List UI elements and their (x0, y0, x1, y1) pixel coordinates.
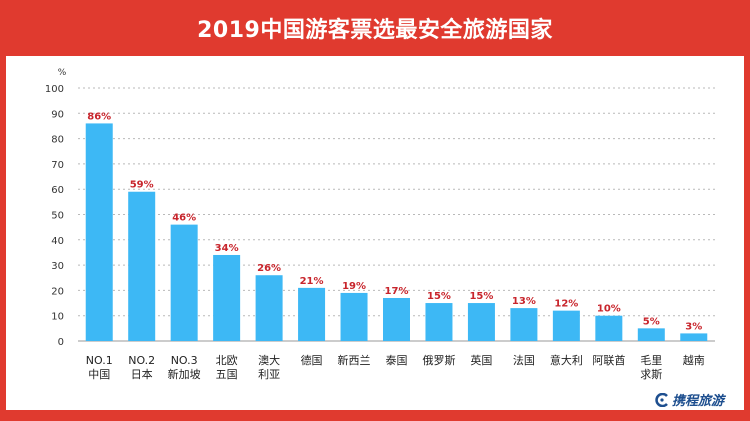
bar (680, 333, 708, 341)
bar (298, 287, 326, 341)
bar (425, 303, 453, 341)
x-tick-label: 德国 (301, 353, 323, 367)
x-tick-label: 越南 (683, 353, 705, 367)
data-label: 5% (643, 316, 660, 327)
bar (383, 297, 410, 341)
data-label: 12% (554, 299, 578, 310)
x-tick-label: NO.3 (171, 354, 198, 367)
y-tick-label: 60 (51, 185, 64, 196)
x-tick-label: 阿联酋 (592, 353, 625, 367)
x-tick-label: 新西兰 (338, 353, 371, 367)
bar (467, 303, 495, 341)
y-tick-label: 40 (51, 236, 64, 247)
data-label: 86% (87, 111, 111, 122)
x-tick-label: 北欧 (216, 354, 238, 367)
y-tick-label: 90 (51, 109, 64, 120)
x-tick-label: 求斯 (640, 368, 662, 381)
brand-logo: 携程旅游 (655, 390, 724, 409)
y-tick-label: 10 (51, 312, 64, 323)
bottom-bar (0, 410, 750, 421)
data-label: 26% (257, 263, 281, 274)
data-label: 3% (685, 321, 702, 332)
bar (85, 123, 113, 341)
data-label: 59% (130, 180, 154, 191)
x-tick-label: NO.1 (86, 354, 113, 367)
bar (552, 310, 580, 341)
bar (213, 254, 241, 341)
ctrip-logo-icon (655, 392, 668, 407)
x-tick-label: 五国 (216, 368, 238, 381)
x-tick-label: 英国 (470, 353, 492, 367)
data-label: 13% (512, 296, 536, 307)
y-tick-label: 0 (58, 337, 64, 348)
page-title: 2019中国游客票选最安全旅游国家 (197, 18, 553, 43)
data-label: 19% (342, 281, 366, 292)
y-tick-label: 20 (51, 286, 64, 297)
data-label: 46% (172, 213, 196, 224)
x-tick-label: 澳大 (258, 353, 280, 367)
y-tick-label: 100 (45, 84, 64, 95)
x-tick-label: NO.2 (128, 354, 155, 367)
y-axis-unit-label: % (58, 68, 67, 78)
x-tick-label: 法国 (513, 353, 535, 367)
data-label: 34% (215, 243, 239, 254)
x-tick-label: 意大利 (550, 353, 583, 367)
x-tick-label: 利亚 (258, 368, 280, 381)
data-label: 15% (469, 291, 493, 302)
bar (128, 191, 156, 341)
y-tick-label: 70 (51, 160, 64, 171)
x-tick-label: 泰国 (386, 353, 408, 367)
data-label: 10% (597, 304, 621, 315)
data-label: 17% (385, 286, 409, 297)
bar (340, 292, 368, 341)
x-tick-label: 中国 (88, 368, 110, 381)
brand-name: 携程旅游 (671, 394, 724, 409)
bar (170, 224, 198, 341)
y-tick-label: 80 (51, 135, 64, 146)
y-tick-label: 50 (51, 211, 64, 222)
bar (595, 315, 623, 341)
bar (510, 308, 538, 341)
y-tick-label: 30 (51, 261, 64, 272)
bar-chart: % 0 10 20 30 40 50 60 70 80 90 100 86% NO.1中国 59% NO.2日… (45, 68, 715, 381)
data-label: 21% (300, 276, 324, 287)
x-tick-label: 新加坡 (168, 367, 201, 381)
x-tick-label: 日本 (131, 367, 153, 381)
bar (637, 328, 665, 341)
data-label: 15% (427, 291, 451, 302)
bar (255, 275, 283, 341)
x-tick-label: 毛里 (640, 354, 662, 367)
x-tick-label: 俄罗斯 (422, 354, 455, 367)
title-bar: 2019中国游客票选最安全旅游国家 (0, 0, 750, 56)
